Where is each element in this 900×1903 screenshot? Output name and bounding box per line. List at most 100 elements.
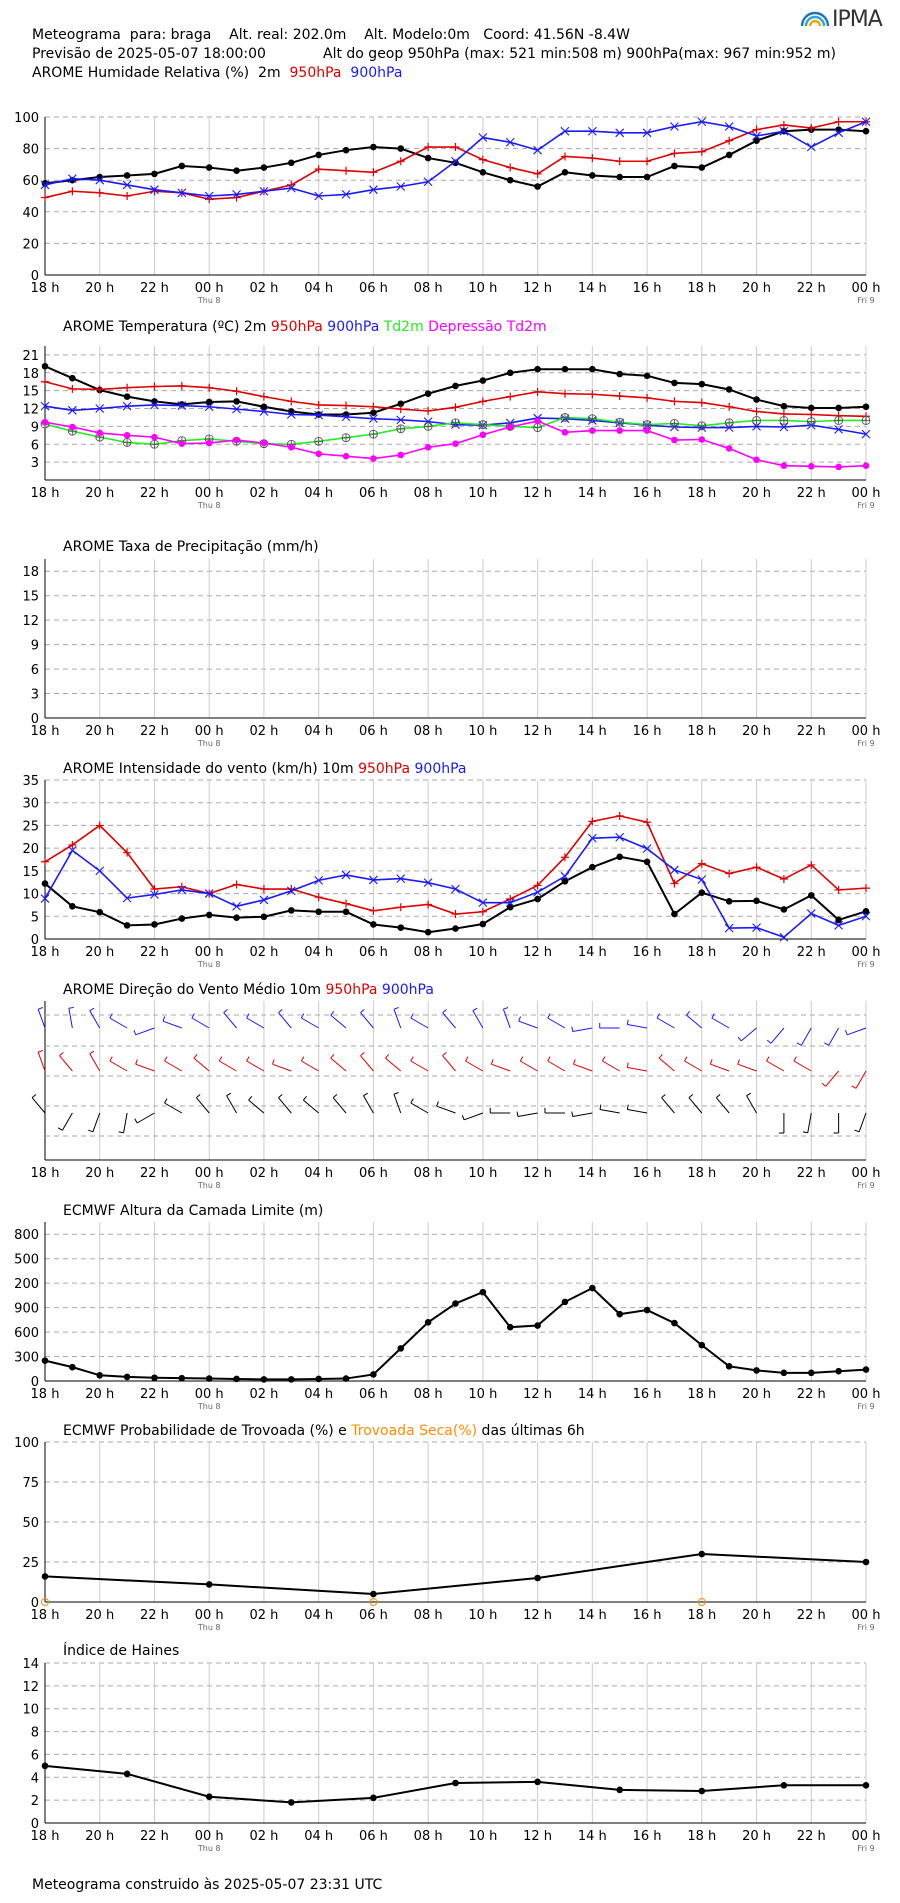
wind_direction-barb-900hPa (89, 1007, 95, 1012)
humidity-series-950hpa-point (123, 192, 132, 200)
wind_speed-series-900hpa-point (752, 923, 761, 933)
panel-temperature: AROME Temperatura (ºC) 2m 950hPa 900hPa … (22, 319, 880, 510)
wind_direction-arrow-900hPa (800, 1027, 812, 1046)
humidity-ytick: 20 (22, 237, 39, 252)
wind_direction-barb-10m (436, 1101, 439, 1107)
wind_direction-arrow-10m (195, 1097, 210, 1114)
wind_speed-ytick: 20 (22, 842, 39, 857)
wind_direction-barb-900hPa (656, 1013, 661, 1019)
humidity-series-900hpa-point (478, 133, 488, 142)
temperature-series-950hpa-point (615, 392, 624, 401)
temperature-xtick: 20 h (742, 486, 771, 501)
humidity-series-900hpa-point (341, 190, 351, 199)
temperature-series-900hpa-point (779, 422, 789, 432)
wind_direction-arrow-950hPa (89, 1053, 101, 1072)
precipitation-xtick: 18 h (31, 724, 60, 739)
precipitation-title: AROME Taxa de Precipitação (mm/h) (63, 539, 319, 555)
haines-xtick: 20 h (85, 1829, 114, 1844)
temperature-series-depressão-td2m-point (315, 450, 322, 458)
temperature-series-depressão-td2m-point (780, 462, 788, 470)
humidity-series-900hpa-point (861, 117, 871, 127)
wind_speed-series-950hpa-point (643, 818, 652, 827)
haines-xtick: 02 h (249, 1829, 278, 1844)
humidity-series-900hpa-point (533, 145, 542, 155)
wind_direction-title: AROME Direção do Vento Médio 10m 950hPa … (63, 982, 434, 998)
wind_speed-series-10m-point (643, 858, 651, 866)
humidity-series-900hpa-point (150, 185, 159, 195)
temperature-title-part: 900hPa (323, 319, 379, 335)
temperature-series-950hpa-point (697, 398, 706, 407)
humidity-series-900hpa-point (806, 142, 816, 152)
humidity-series-950hpa-point (533, 169, 542, 178)
wind_speed-series-900hpa-point (587, 833, 597, 843)
boundary_layer-series-main-point (41, 1357, 49, 1364)
humidity-series-950hpa-point (396, 157, 405, 166)
haines-series-main-point (288, 1799, 295, 1806)
humidity-series-2m-line (44, 128, 867, 188)
temperature-ytick: 12 (22, 403, 39, 418)
haines-ytick: 4 (31, 1771, 39, 1786)
temperature-series-2m-point (370, 409, 377, 417)
humidity-series-950hpa-point (670, 149, 679, 158)
wind_direction-barb-900hPa (442, 1009, 447, 1014)
temperature-series-900hpa-point (232, 404, 241, 414)
haines-xtick: 18 h (687, 1829, 716, 1844)
humidity-title: AROME Humidade Relativa (%) 2m 950hPa 90… (32, 65, 402, 81)
precipitation-xtick: 08 h (414, 724, 443, 739)
wind_speed-series-10m-point (561, 878, 569, 885)
wind_speed-series-10m-point (698, 889, 706, 896)
wind_direction-arrow-10m (688, 1097, 703, 1114)
wind_direction-arrow-950hPa (330, 1057, 347, 1072)
wind_direction-arrow-10m (362, 1095, 374, 1114)
wind_direction-arrow-950hPa (385, 1057, 402, 1072)
wind_direction-barb-900hPa (547, 1013, 551, 1019)
wind_direction-barb-950hPa (490, 1059, 494, 1065)
wind_speed-series-950hpa-point (533, 881, 542, 890)
temperature-series-td2m-point-cross (752, 416, 761, 425)
wind_speed-series-900hpa-point (369, 875, 378, 885)
humidity-series-900hpa-point (752, 131, 761, 141)
temperature-series-950hpa-point (314, 400, 323, 409)
wind_direction-arrow-950hPa (602, 1060, 620, 1072)
humidity-series-2m-point (534, 183, 541, 190)
wind_speed-series-900hpa-point (341, 870, 351, 880)
wind_speed-ytick: 30 (22, 797, 39, 812)
wind_direction-arrow-900hPa (847, 1027, 867, 1036)
wind_speed-series-900hpa-point (670, 865, 679, 875)
humidity-series-950hpa-point (588, 154, 597, 163)
wind_direction-arrow-10m (303, 1099, 319, 1114)
wind_speed-series-950hpa-point (697, 859, 706, 868)
humidity-series-950hpa-point (314, 165, 323, 174)
humidity-series-950hpa-point (424, 143, 433, 152)
humidity-series-950hpa-point (68, 187, 77, 196)
wind_speed-xtick: 02 h (249, 945, 278, 960)
temperature-series-depressão-td2m-point (807, 463, 815, 470)
temperature-series-td2m-point-cross (588, 414, 597, 423)
haines-ytick: 6 (31, 1748, 39, 1763)
humidity-series-2m-point (233, 167, 240, 175)
wind_speed-series-10m-point (807, 892, 815, 899)
boundary_layer-series-main-point (151, 1374, 158, 1382)
humidity-xtick: 18 h (31, 281, 60, 296)
humidity-series-950hpa-point (342, 166, 351, 175)
panel-boundary_layer: ECMWF Altura da Camada Limite (m) 0 300 600… (14, 1203, 880, 1411)
temperature-series-depressão-td2m-point (178, 440, 186, 447)
temperature-series-depressão-td2m-point (643, 427, 651, 434)
boundary_layer-xtick: 16 h (633, 1387, 662, 1402)
precipitation-xsub: Thu 8 (197, 739, 221, 748)
wind_direction-arrow-900hPa (686, 1014, 703, 1029)
temperature-series-td2m-point-cross (615, 418, 624, 427)
wind_direction-barb-950hPa (573, 1059, 576, 1065)
temperature-series-depressão-td2m-point (698, 436, 706, 443)
haines-xtick: 20 h (742, 1829, 771, 1844)
thunder-ytick: 50 (22, 1516, 39, 1531)
wind_direction-barb-950hPa (442, 1052, 447, 1057)
wind_speed-series-10m-point (452, 925, 459, 932)
temperature-series-950hpa-point (68, 384, 77, 393)
wind_direction-barb-900hPa (410, 1013, 414, 1019)
temperature-xtick: 14 h (578, 486, 607, 501)
wind_speed-series-950hpa-point (369, 906, 378, 915)
header-location-line: Meteograma para: braga Alt. real: 202.0m… (32, 27, 630, 43)
wind_direction-barb-900hPa (571, 1026, 574, 1032)
humidity-series-2m-point (561, 169, 569, 176)
